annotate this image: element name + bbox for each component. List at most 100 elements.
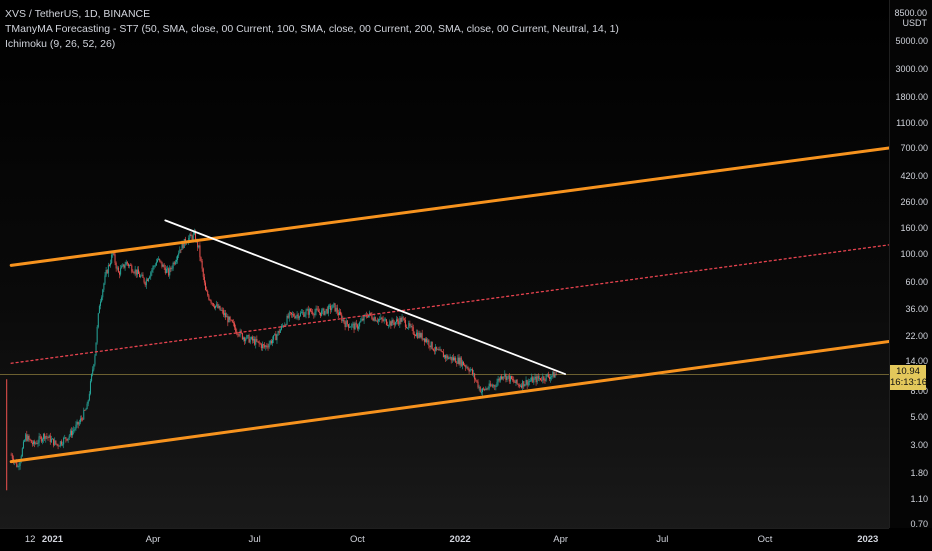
candle-body — [393, 322, 395, 325]
candle-body — [120, 268, 122, 275]
candle-body — [162, 264, 164, 267]
y-tick-label: 1.80 — [910, 467, 928, 478]
candle-body — [322, 308, 324, 311]
y-tick-label: 420.00 — [900, 170, 928, 181]
candle-body — [425, 338, 427, 342]
candle-body — [47, 436, 49, 438]
x-tick-label: Jul — [656, 534, 669, 545]
candle-body — [223, 313, 225, 315]
candle-body — [253, 339, 255, 341]
candle-body — [256, 338, 258, 342]
price-chart[interactable] — [0, 0, 889, 528]
candle-body — [494, 385, 496, 387]
candle-body — [244, 337, 246, 342]
y-tick-label: 5000.00 — [895, 35, 928, 46]
candle-body — [197, 239, 199, 248]
candle-body — [63, 437, 65, 445]
candle-body — [312, 311, 314, 315]
candle-body — [298, 316, 300, 319]
candle-body — [43, 434, 45, 440]
candle-body — [74, 428, 76, 430]
candle-body — [104, 275, 106, 284]
candle-body — [395, 319, 397, 323]
candle-body — [123, 264, 125, 268]
candle-body — [478, 386, 480, 388]
indicator-ma-legend[interactable]: TManyMA Forecasting - ST7 (50, SMA, clos… — [5, 23, 619, 35]
candle-body — [474, 373, 476, 380]
candle-body — [303, 312, 305, 317]
descending-trendline[interactable] — [164, 219, 567, 375]
candle-body — [351, 324, 353, 327]
y-tick-label: 3000.00 — [895, 63, 928, 74]
axis-corner — [889, 528, 932, 550]
time-axis[interactable]: 12 2021 Apr Jul Oct 2022 Apr Jul Oct 2023 — [0, 528, 889, 551]
candle-body — [450, 356, 452, 361]
candle-body — [60, 441, 62, 445]
x-tick-label: 2022 — [449, 534, 471, 545]
candle-body — [359, 322, 361, 327]
candle-body — [337, 312, 339, 316]
candle-body — [272, 339, 274, 344]
candle-body — [553, 371, 555, 378]
indicator-ichimoku-legend[interactable]: Ichimoku (9, 26, 52, 26) — [5, 38, 116, 50]
candle-body — [280, 325, 282, 330]
candle-body — [236, 331, 238, 333]
candle-body — [544, 380, 546, 381]
candle-body — [427, 340, 429, 343]
candle-body — [437, 349, 439, 351]
y-tick-label: 60.00 — [905, 276, 928, 287]
candle-body — [189, 234, 191, 238]
candle-body — [199, 245, 201, 258]
candle-body — [35, 443, 37, 444]
candle-body — [419, 332, 421, 338]
candle-body — [289, 312, 291, 314]
candle-body — [327, 305, 329, 314]
candle-body — [460, 357, 462, 366]
symbol-title[interactable]: XVS / TetherUS, 1D, BINANCE — [5, 8, 151, 20]
candle-body — [402, 317, 404, 319]
candle-body — [369, 312, 371, 315]
candle-body — [177, 255, 179, 260]
candle-body — [10, 454, 12, 456]
candle-body — [93, 364, 95, 370]
candle-body — [98, 305, 100, 314]
candle-body — [441, 351, 443, 353]
candle-body — [390, 321, 392, 326]
candle-body — [509, 376, 511, 382]
candle-body — [461, 361, 463, 366]
candle-body — [389, 321, 391, 326]
drawings-group[interactable] — [9, 146, 889, 464]
price-axis[interactable]: 8500.00 USDT 5000.00 3000.00 1800.00 1100.0… — [889, 0, 932, 529]
candle-body — [384, 319, 386, 321]
candle-body — [547, 374, 549, 378]
candle-body — [171, 268, 173, 270]
candle-body — [412, 327, 414, 334]
channel-lower[interactable] — [9, 339, 889, 464]
candle-body — [451, 357, 453, 361]
candle-body — [480, 391, 482, 393]
candle-body — [342, 319, 344, 321]
candle-body — [200, 257, 202, 262]
candle-body — [218, 305, 220, 308]
candle-body — [444, 355, 445, 358]
candle-body — [275, 333, 277, 341]
channel-upper[interactable] — [9, 146, 889, 267]
candle-body — [37, 442, 39, 444]
candle-body — [106, 269, 108, 274]
candle-body — [268, 343, 270, 348]
y-tick-label: 0.70 — [910, 519, 928, 529]
candle-body — [378, 319, 380, 322]
candle-body — [92, 369, 94, 375]
candle-body — [353, 323, 355, 330]
candle-body — [379, 319, 381, 320]
candle-body — [142, 274, 144, 278]
candle-body — [465, 365, 467, 368]
channel-mid[interactable] — [10, 244, 889, 364]
candle-body — [137, 269, 139, 274]
candle-body — [514, 381, 516, 383]
candle-body — [248, 335, 250, 343]
candle-body — [180, 249, 182, 251]
candle-body — [488, 383, 490, 389]
candle-body — [53, 438, 55, 446]
candle-body — [362, 318, 364, 321]
